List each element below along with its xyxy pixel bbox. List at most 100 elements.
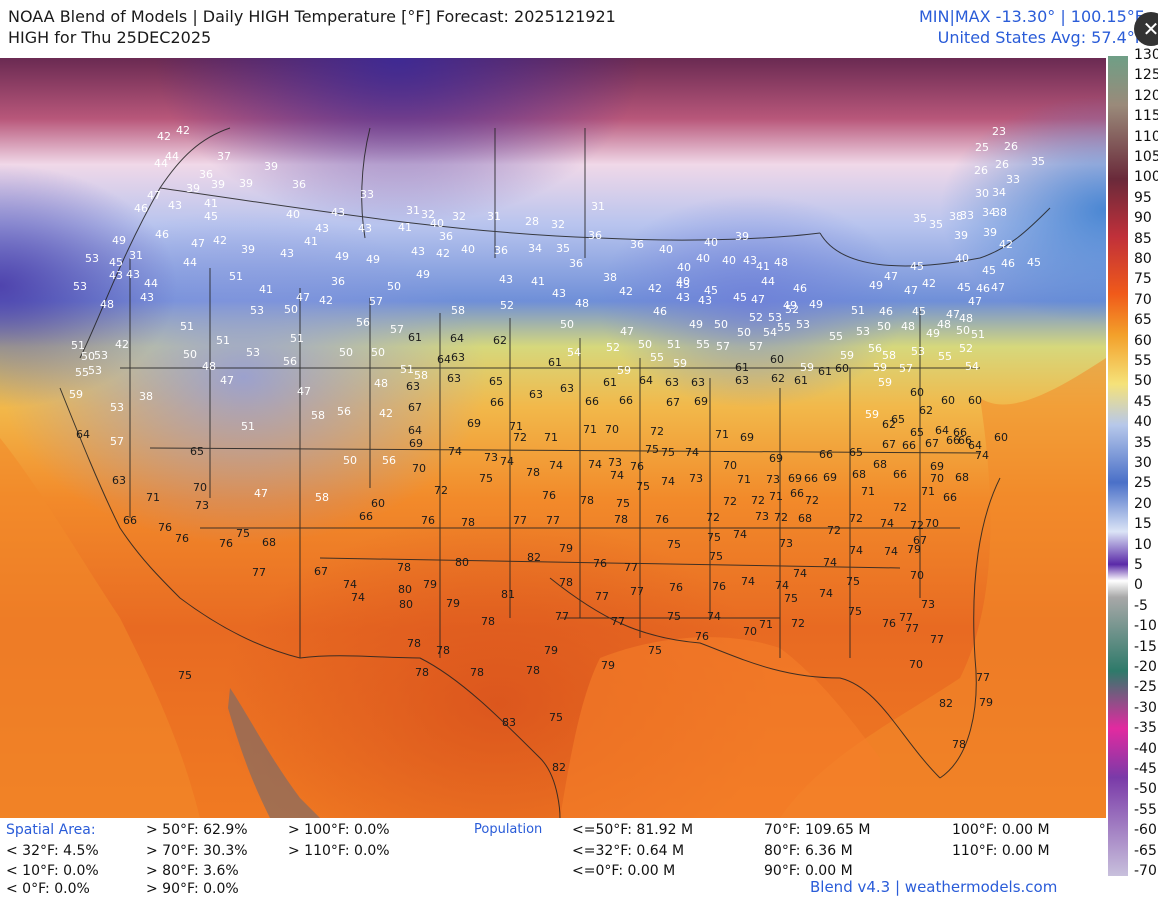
- credit-link[interactable]: Blend v4.3 | weathermodels.com: [810, 878, 1058, 896]
- station-value: 50: [737, 326, 751, 339]
- station-value: 44: [154, 157, 168, 170]
- station-value: 64: [437, 353, 451, 366]
- scale-tick: -60: [1134, 822, 1157, 839]
- station-value: 42: [319, 294, 333, 307]
- station-value: 59: [873, 361, 887, 374]
- station-value: 31: [591, 200, 605, 213]
- station-value: 62: [771, 372, 785, 385]
- station-value: 74: [975, 449, 989, 462]
- pop-110: 110°F: 0.00 M: [952, 843, 1050, 859]
- station-value: 25: [975, 141, 989, 154]
- station-value: 75: [661, 446, 675, 459]
- station-value: 76: [669, 581, 683, 594]
- pop-le50: <=50°F: 81.92 M: [572, 822, 694, 838]
- station-value: 66: [819, 448, 833, 461]
- pacific-warm: [0, 438, 200, 818]
- station-value: 75: [667, 610, 681, 623]
- station-value: 59: [673, 357, 687, 370]
- station-value: 50: [638, 338, 652, 351]
- spatial-area-label: Spatial Area:: [6, 822, 96, 838]
- station-value: 74: [819, 587, 833, 600]
- station-value: 75: [178, 669, 192, 682]
- station-value: 43: [331, 206, 345, 219]
- scale-tick: -15: [1134, 638, 1157, 655]
- station-value: 81: [501, 588, 515, 601]
- station-value: 82: [939, 697, 953, 710]
- station-value: 45: [957, 281, 971, 294]
- station-value: 40: [677, 261, 691, 274]
- station-value: 74: [880, 517, 894, 530]
- scale-tick: -25: [1134, 679, 1157, 696]
- station-value: 78: [407, 637, 421, 650]
- station-value: 79: [979, 696, 993, 709]
- station-value: 75: [479, 472, 493, 485]
- station-value: 60: [371, 497, 385, 510]
- station-value: 67: [408, 401, 422, 414]
- station-value: 54: [567, 346, 581, 359]
- station-value: 34: [982, 206, 996, 219]
- station-value: 53: [768, 311, 782, 324]
- station-value: 73: [689, 472, 703, 485]
- station-value: 43: [552, 287, 566, 300]
- station-value: 64: [935, 424, 949, 437]
- station-value: 70: [910, 569, 924, 582]
- station-value: 50: [81, 350, 95, 363]
- station-value: 78: [526, 466, 540, 479]
- station-value: 53: [796, 318, 810, 331]
- station-value: 48: [937, 318, 951, 331]
- station-value: 49: [869, 279, 883, 292]
- scale-tick: -5: [1134, 597, 1148, 614]
- station-value: 66: [359, 510, 373, 523]
- scale-tick: 30: [1134, 455, 1152, 471]
- station-value: 55: [650, 351, 664, 364]
- station-value: 64: [408, 424, 422, 437]
- station-value: 72: [650, 425, 664, 438]
- close-icon[interactable]: ✕: [1134, 12, 1158, 46]
- station-value: 75: [667, 538, 681, 551]
- station-value: 69: [694, 395, 708, 408]
- station-value: 45: [704, 284, 718, 297]
- station-value: 63: [560, 382, 574, 395]
- station-value: 42: [213, 234, 227, 247]
- station-value: 43: [109, 269, 123, 282]
- station-value: 40: [430, 217, 444, 230]
- station-value: 48: [959, 312, 973, 325]
- station-value: 45: [109, 256, 123, 269]
- map-header: NOAA Blend of Models | Daily HIGH Temper…: [0, 0, 1158, 58]
- scale-tick: -30: [1134, 699, 1157, 716]
- station-value: 35: [1031, 155, 1045, 168]
- station-value: 36: [439, 230, 453, 243]
- station-value: 56: [337, 405, 351, 418]
- station-value: 73: [766, 473, 780, 486]
- station-value: 71: [921, 485, 935, 498]
- station-value: 57: [110, 435, 124, 448]
- station-value: 66: [490, 396, 504, 409]
- station-value: 39: [264, 160, 278, 173]
- station-value: 48: [901, 320, 915, 333]
- station-value: 55: [696, 338, 710, 351]
- station-value: 67: [314, 565, 328, 578]
- station-value: 49: [689, 318, 703, 331]
- station-value: 49: [783, 299, 797, 312]
- station-value: 50: [284, 303, 298, 316]
- station-value: 68: [262, 536, 276, 549]
- scale-bar: [1108, 56, 1128, 876]
- station-value: 66: [790, 487, 804, 500]
- station-value: 75: [846, 575, 860, 588]
- station-value: 47: [884, 270, 898, 283]
- scale-tick: 45: [1134, 393, 1152, 410]
- station-value: 64: [968, 439, 982, 452]
- station-value: 70: [605, 423, 619, 436]
- gulf-of-mexico: [560, 637, 880, 818]
- station-value: 77: [595, 590, 609, 603]
- station-value: 45: [912, 305, 926, 318]
- station-value: 50: [956, 324, 970, 337]
- station-value: 49: [416, 268, 430, 281]
- station-value: 46: [793, 282, 807, 295]
- station-value: 41: [531, 275, 545, 288]
- station-value: 43: [140, 291, 154, 304]
- station-value: 76: [695, 630, 709, 643]
- station-value: 53: [250, 304, 264, 317]
- station-value: 43: [168, 199, 182, 212]
